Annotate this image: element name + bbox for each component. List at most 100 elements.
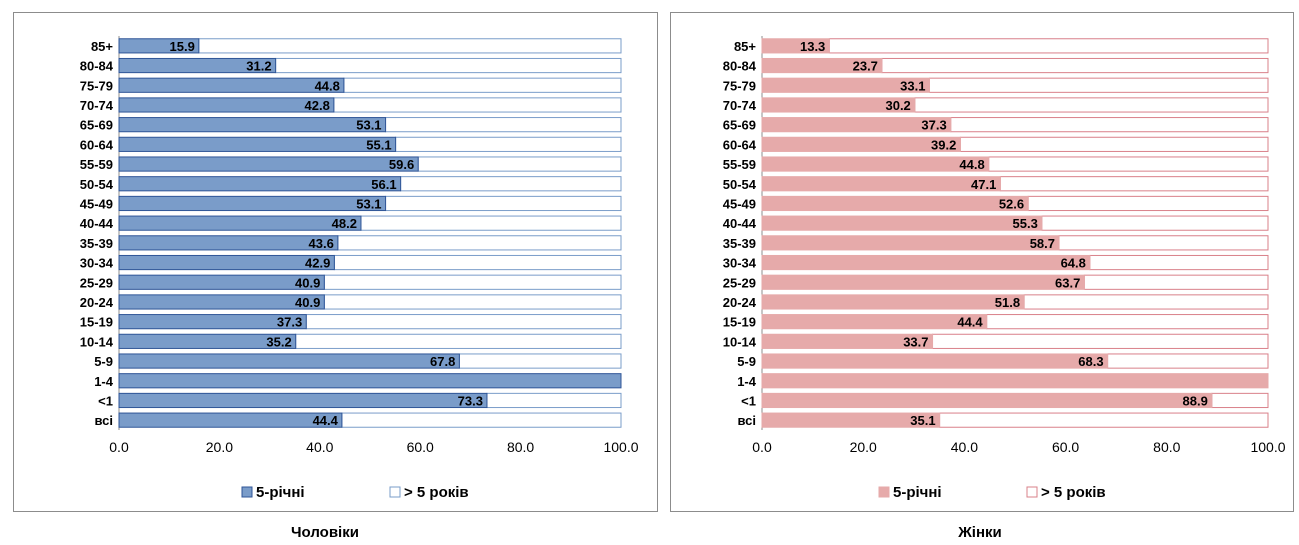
data-label: 55.3 [1013, 216, 1038, 231]
data-label: 55.1 [366, 137, 391, 152]
bar-5yr [761, 38, 830, 54]
caption-men: Чоловіки [291, 524, 359, 541]
bar-remainder [333, 254, 622, 271]
data-label: 40.9 [295, 275, 320, 290]
data-label: 35.1 [910, 413, 935, 428]
category-label: 50-54 [80, 177, 114, 192]
bar-5yr [761, 117, 952, 133]
bar-remainder [486, 392, 622, 409]
bar-remainder [1041, 215, 1269, 231]
data-label: 53.1 [356, 196, 381, 211]
bar-remainder [323, 274, 622, 290]
category-label: 25-29 [723, 275, 756, 290]
x-tick-label: 40.0 [951, 439, 978, 455]
data-label: 42.9 [305, 256, 330, 271]
category-label: 35-39 [80, 236, 113, 251]
legend-label-5yr: 5-річні [893, 484, 942, 501]
category-label: 55-59 [723, 157, 756, 172]
category-label: <1 [98, 393, 113, 408]
caption-women: Жінки [958, 524, 1002, 541]
bar-remainder [950, 117, 1269, 133]
chart-panel-women: 85+ 13.3 80-84 23.7 75-79 33.1 70-74 30.2 65-69 3… [670, 12, 1294, 512]
category-label: <1 [741, 393, 756, 408]
bar-5yr [118, 77, 345, 93]
data-label: 56.1 [371, 177, 396, 192]
bar-5yr [761, 215, 1043, 231]
chart-men: 85+ 15.9 80-84 31.2 75-79 44.8 70-74 42.8 65-69 5… [80, 36, 639, 501]
category-label: 40-44 [80, 216, 114, 231]
category-label: 15-19 [80, 315, 113, 330]
bar-5yr [118, 412, 343, 428]
category-label: 1-4 [94, 374, 114, 389]
bar-5yr [118, 57, 277, 74]
bar-5yr [118, 38, 200, 54]
data-label: 33.1 [900, 78, 925, 93]
bar-5yr [118, 392, 488, 409]
data-label: 35.2 [266, 334, 291, 349]
bar-5yr [761, 412, 941, 428]
x-tick-label: 80.0 [507, 439, 534, 455]
bar-remainder [400, 176, 622, 192]
bar-5yr [118, 156, 419, 172]
bar-5yr [118, 195, 387, 212]
legend-label-over5: > 5 років [404, 484, 469, 501]
bar-5yr [761, 333, 934, 349]
category-label: 65-69 [723, 118, 756, 133]
bar-5yr [761, 254, 1091, 271]
legend-swatch-5yr [878, 486, 890, 498]
bar-remainder [939, 412, 1269, 428]
x-tick-label: 100.0 [603, 439, 638, 455]
data-label: 64.8 [1061, 256, 1086, 271]
chart-panel-men: 85+ 15.9 80-84 31.2 75-79 44.8 70-74 42.8 65-69 5… [13, 12, 658, 512]
bar-5yr [118, 294, 325, 310]
bar-5yr [761, 97, 916, 113]
bar-remainder [881, 57, 1269, 74]
x-tick-label: 0.0 [109, 439, 129, 455]
category-label: 25-29 [80, 275, 113, 290]
bar-5yr [118, 373, 622, 389]
bar-remainder [1083, 274, 1269, 290]
data-label: 37.3 [277, 315, 302, 330]
bar-remainder [275, 57, 622, 74]
bar-remainder [385, 195, 622, 212]
legend-swatch-over5 [1026, 486, 1038, 498]
bar-remainder [1107, 353, 1269, 369]
bar-remainder [458, 353, 622, 369]
category-label: 60-64 [723, 137, 757, 152]
bar-remainder [337, 235, 622, 251]
data-label: 44.8 [315, 78, 340, 93]
bar-5yr [761, 176, 1001, 192]
data-label: 37.3 [921, 118, 946, 133]
category-label: 35-39 [723, 236, 756, 251]
category-label: 80-84 [80, 59, 114, 74]
category-label: 45-49 [80, 196, 113, 211]
bar-5yr [118, 215, 362, 231]
data-label: 51.8 [995, 295, 1020, 310]
bar-remainder [959, 136, 1269, 152]
data-label: 48.2 [332, 216, 357, 231]
bar-remainder [988, 156, 1269, 172]
category-label: 60-64 [80, 137, 114, 152]
bar-5yr [761, 274, 1085, 290]
data-label: 31.2 [246, 59, 271, 74]
bar-5yr [118, 274, 325, 290]
bar-remainder [914, 97, 1269, 113]
bar-5yr [761, 392, 1213, 409]
bar-remainder [341, 412, 622, 428]
bar-remainder [295, 333, 622, 349]
category-label: 65-69 [80, 118, 113, 133]
data-label: 44.4 [313, 413, 339, 428]
category-label: 5-9 [737, 354, 756, 369]
data-label: 23.7 [853, 59, 878, 74]
bar-remainder [198, 38, 622, 54]
data-label: 43.6 [309, 236, 334, 251]
category-label: 55-59 [80, 157, 113, 172]
bar-5yr [761, 353, 1109, 369]
bar-5yr [761, 235, 1060, 251]
bar-5yr [118, 97, 335, 113]
data-label: 13.3 [800, 39, 825, 54]
category-label: 45-49 [723, 196, 756, 211]
category-label: 5-9 [94, 354, 113, 369]
data-label: 42.8 [305, 98, 330, 113]
category-label: 10-14 [80, 334, 114, 349]
